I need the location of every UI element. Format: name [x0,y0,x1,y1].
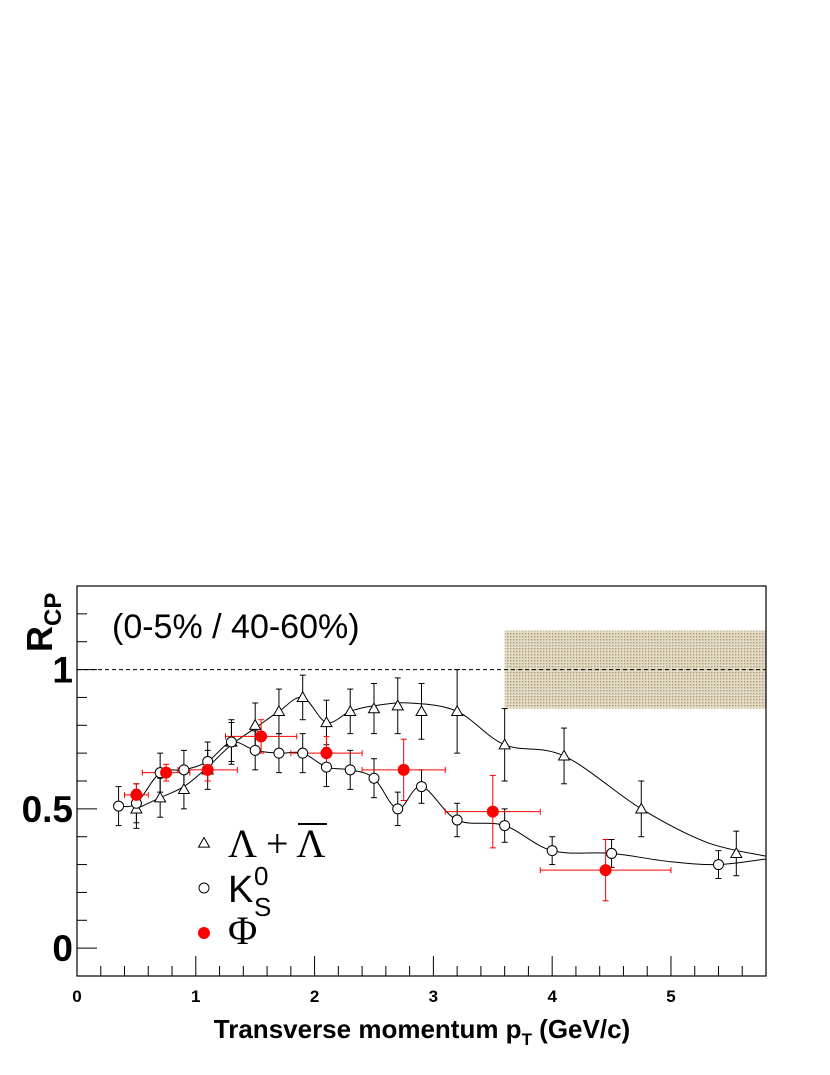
phi-point [320,747,333,760]
phi-point [486,805,499,818]
lambda-point [296,690,310,703]
k0s-point [546,845,558,857]
y-axis-title: RCP [19,593,67,652]
legend-marker-lambda [197,836,211,848]
k0s-point [225,736,237,748]
lambda-point [415,704,428,716]
legend-label-k0s-sup: 0 [254,861,268,891]
legend-label-phi: Φ [228,908,257,953]
x-tick-label: 3 [429,987,438,1006]
lambda-point [272,704,286,716]
systematic-band-layer [504,630,766,709]
lambda-point [557,749,571,761]
y-axis-title-main: R [19,626,60,652]
phi-point [160,766,173,779]
phi-point [130,788,143,801]
k0s-point [178,764,190,776]
x-tick-label: 1 [191,987,200,1006]
centrality-annotation: (0-5% / 40-60%) [112,608,360,646]
legend-label-k0s-sub: S [254,892,271,922]
k0s-point [392,803,404,815]
k0s-point [712,859,724,871]
k0s-point [606,847,618,859]
legend: Λ + ΛK 0SΦ [197,821,327,953]
k0s-point [249,744,261,756]
legend-label-k0s: K [228,869,253,911]
y-tick-label: 0 [52,928,73,969]
phi-point [201,763,214,776]
lambda-point [391,699,405,711]
k0s-point [273,747,285,759]
lambda-point [177,782,191,794]
tick-label-layer: 0 1 2 3 4 5 0 0.5 1 [22,650,676,1006]
x-axis-title: Transverse momentum pT (GeV/c) [214,1014,630,1049]
legend-label-lambda-part: + [266,821,296,866]
phi-point [255,730,268,743]
lambda-point [634,802,648,814]
k0s-point [416,781,427,793]
lambda-point [729,846,743,859]
x-tick-label: 2 [310,987,319,1006]
tick-layer [76,585,767,977]
lambda-point [450,704,464,716]
phi-point [599,864,612,877]
x-axis-title-suffix: (GeV/c) [532,1014,630,1044]
legend-label-lambda-part: Λ [296,821,325,866]
y-tick-label: 1 [52,650,73,691]
x-axis-title-sub: T [522,1030,533,1049]
legend-label-lambda: Λ + Λ [228,821,325,866]
y-tick-label: 0.5 [22,789,73,830]
phi-point [397,763,410,776]
lambda-point [153,791,167,803]
x-tick-label: 4 [547,987,557,1006]
k0s-point [320,761,332,773]
systematic-band [504,630,766,709]
x-tick-label: 5 [666,987,675,1006]
k0s-point [297,747,309,759]
lambda-point [320,715,333,728]
legend-label-lambda-part: Λ [228,821,266,866]
x-tick-label: 0 [72,987,81,1006]
y-axis-title-sub: CP [40,593,67,626]
marker-layer [113,690,743,877]
lambda-point [498,738,512,750]
lambda-point [248,718,262,730]
k0s-point [368,772,380,784]
lambda-point [343,704,357,716]
k0s-point [499,820,511,832]
x-axis-title-main: Transverse momentum p [214,1014,522,1044]
k0s-point [344,764,356,776]
k0s-point [451,814,463,826]
legend-marker-k0s [198,882,210,894]
legend-marker-phi [198,927,210,939]
k0s-point [113,800,125,812]
lambda-point [367,702,381,714]
